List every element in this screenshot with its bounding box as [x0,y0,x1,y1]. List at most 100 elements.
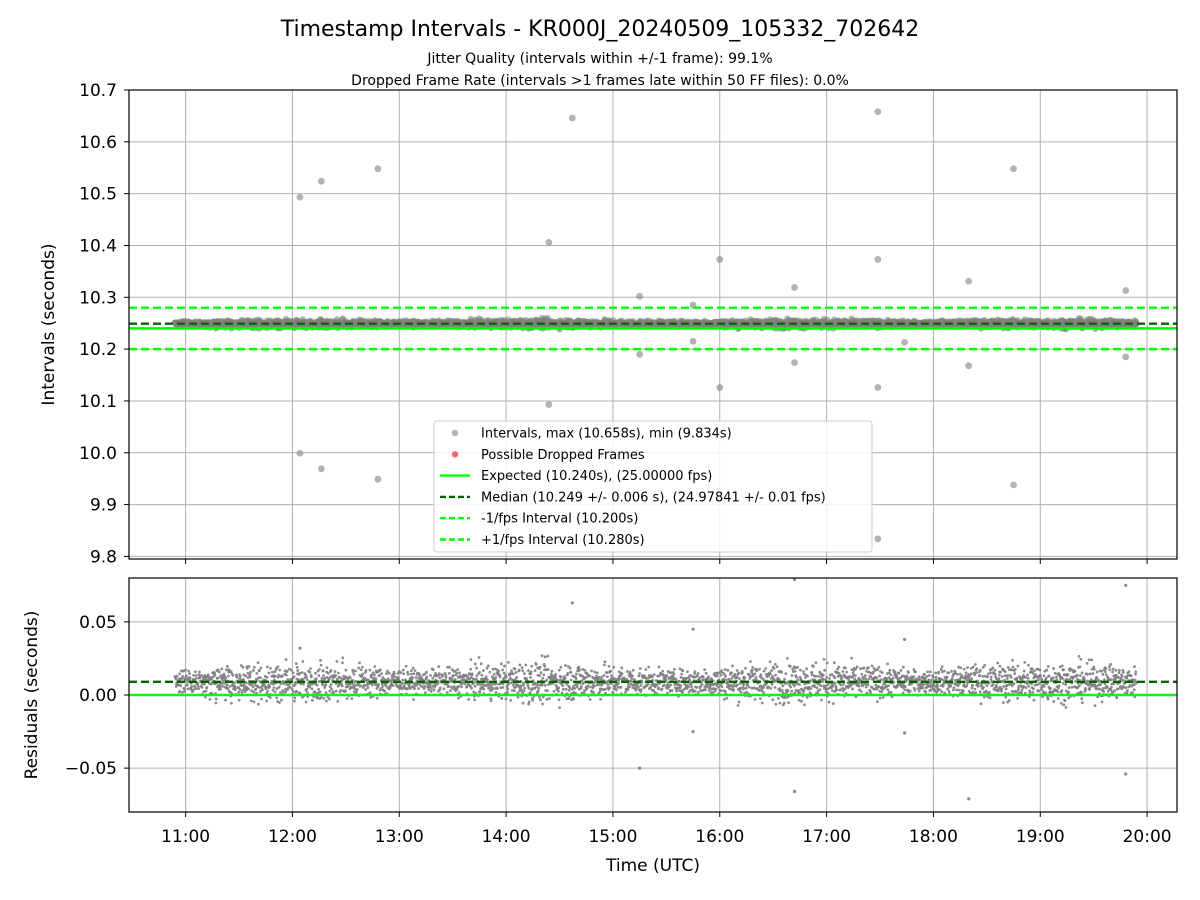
residual-point [429,689,433,693]
residual-point [549,672,553,676]
residual-point [678,680,682,684]
residual-point [578,668,581,672]
residual-point [357,666,361,670]
residual-point [640,680,644,684]
residual-point [370,673,374,677]
residual-point [375,696,379,700]
residual-point [695,674,699,677]
residual-point [203,695,207,699]
residual-point [491,682,495,686]
residual-point [377,674,381,677]
residual-point [419,675,423,679]
residual-point [712,687,716,691]
residual-point [660,687,664,691]
residual-point [539,698,542,702]
residual-point [499,686,503,690]
residual-point [595,683,599,687]
residual-point [358,661,361,665]
residual-point [335,660,339,663]
residual-point [432,688,436,692]
residual-point [187,669,190,673]
residual-point [413,687,416,691]
residual-point [245,666,249,670]
residual-point [213,673,217,677]
residual-point [323,676,327,680]
residual-point [678,667,682,671]
residual-point [392,672,396,675]
residual-point [415,683,419,687]
residual-point [581,681,585,685]
residual-point [350,697,354,701]
residual-point [438,686,442,690]
y-tick-label: 10.6 [79,133,117,153]
residual-point [315,683,319,687]
residual-point [470,686,473,690]
residual-point [336,700,340,703]
residual-point [310,687,314,691]
residual-point [691,690,695,694]
residual-point [295,690,298,693]
residual-point [328,689,332,693]
residual-point [482,687,486,691]
interval-outlier-point [689,337,697,345]
residual-point [568,666,572,670]
residual-point [618,677,621,681]
residual-point [707,688,711,692]
residual-point [494,682,498,686]
residual-point [540,683,544,687]
residual-point [185,674,188,678]
residual-point [198,676,202,679]
residual-point [204,689,208,693]
residual-point [301,677,305,681]
residual-point [561,684,565,688]
residual-point [521,669,525,673]
residual-point [546,654,550,658]
residual-point [363,676,366,680]
residual-point [616,681,620,685]
residual-point [283,687,287,691]
residual-point [363,684,367,688]
residual-point [285,669,289,673]
residual-point [647,665,651,669]
residual-point [557,686,561,690]
residual-point [222,672,226,676]
residual-point [339,676,343,680]
residual-point [436,681,440,685]
residual-point [248,675,252,679]
residual-point [662,683,666,687]
residual-point [541,702,544,706]
residual-point [522,672,526,675]
residual-point [322,674,325,677]
residual-point [514,685,517,689]
residual-point [490,686,494,690]
residual-point [620,666,624,670]
residual-point [564,687,568,691]
residual-point [543,684,547,687]
residual-point [218,685,222,689]
residual-point [456,668,459,671]
residual-point [462,678,466,681]
residual-point [353,684,357,688]
residual-point [214,697,218,701]
residual-point [624,690,627,694]
residual-point [213,671,217,675]
residual-point [243,690,247,694]
residual-point [506,690,509,694]
residual-point [489,697,493,701]
residual-point [401,678,405,682]
residual-point [292,699,296,703]
residual-point [657,665,661,669]
legend-entry-label: Intervals, max (10.658s), min (9.834s) [481,427,732,442]
residual-point [704,671,708,675]
interval-outlier-point [545,238,553,246]
residual-point [550,669,554,673]
residual-point [497,669,500,673]
residual-point [704,688,707,692]
residual-point [465,684,469,688]
legend-entry-label: -1/fps Interval (10.200s) [481,512,638,527]
residuals-plot-area [129,578,1177,801]
residual-point [637,685,640,689]
residual-point [386,669,389,673]
residual-point [475,674,479,678]
residual-point [490,688,494,692]
